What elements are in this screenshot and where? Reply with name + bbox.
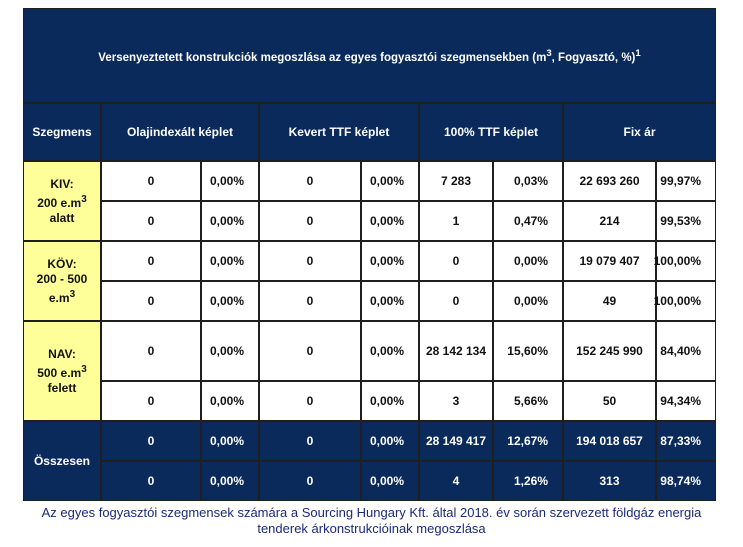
segment-kiv: KIV: 200 e.m3 alatt [23, 161, 101, 241]
title-text: Versenyeztetett konstrukciók megoszlása … [98, 51, 547, 64]
cell-olaj-pct: 0,00% [201, 321, 259, 381]
cell-kevert-value: 0 [259, 381, 361, 421]
caption-line1: Az egyes fogyasztói szegmensek számára a… [41, 505, 702, 520]
cell-fix-pct: 99,53% [656, 201, 716, 241]
cell-kevert-pct: 0,00% [361, 161, 419, 201]
cell-fix-value: 19 079 407 [563, 241, 656, 281]
cell-fix-value: 152 245 990 [563, 321, 656, 381]
title-footnote: 1 [635, 47, 641, 59]
segment-nav: NAV: 500 e.m3 felett [23, 321, 101, 421]
title-sup: 3 [546, 47, 552, 59]
cell-olaj-pct: 0,00% [201, 201, 259, 241]
table-title: Versenyeztetett konstrukciók megoszlása … [23, 8, 716, 103]
cell-olaj-pct: 0,00% [201, 281, 259, 321]
cell-ttf-pct: 1,26% [493, 461, 563, 501]
cell-fix-value: 50 [563, 381, 656, 421]
segment-nav-line3: felett [47, 380, 77, 395]
cell-fix-pct: 94,34% [656, 381, 716, 421]
cell-ttf-pct: 0,00% [493, 241, 563, 281]
cell-kevert-pct: 0,00% [361, 381, 419, 421]
cell-olaj-pct: 0,00% [201, 241, 259, 281]
cell-olaj-value: 0 [101, 241, 201, 281]
cell-ttf-pct: 0,03% [493, 161, 563, 201]
segment-nav-sup: 3 [81, 363, 87, 375]
cell-ttf-pct: 0,00% [493, 281, 563, 321]
title-text-after: , Fogyasztó, %) [551, 51, 636, 64]
segment-kiv-line3: alatt [49, 210, 75, 225]
cell-kevert-value: 0 [259, 241, 361, 281]
segment-kov-line3: e.m [48, 290, 70, 305]
cell-olaj-value: 0 [101, 281, 201, 321]
cell-kevert-pct: 0,00% [361, 241, 419, 281]
cell-ttf-value: 28 142 134 [419, 321, 493, 381]
cell-fix-pct: 100,00% [654, 281, 716, 321]
segment-kiv-sup: 3 [81, 193, 87, 205]
cell-ttf-value: 4 [419, 461, 493, 501]
cell-kevert-value: 0 [259, 201, 361, 241]
cell-ttf-value: 1 [419, 201, 493, 241]
cell-olaj-value: 0 [101, 461, 201, 501]
cell-ttf-pct: 15,60% [493, 321, 563, 381]
header-kevert-ttf: Kevert TTF képlet [259, 103, 419, 161]
cell-kevert-value: 0 [259, 161, 361, 201]
cell-fix-pct: 84,40% [656, 321, 716, 381]
cell-fix-pct: 100,00% [654, 241, 716, 281]
table-caption: Az egyes fogyasztói szegmensek számára a… [0, 505, 743, 537]
cell-olaj-value: 0 [101, 421, 201, 461]
cell-fix-value: 22 693 260 [563, 161, 656, 201]
data-table: Versenyeztetett konstrukciók megoszlása … [23, 8, 716, 501]
cell-olaj-pct: 0,00% [201, 461, 259, 501]
cell-kevert-pct: 0,00% [361, 321, 419, 381]
cell-fix-value: 313 [563, 461, 656, 501]
cell-kevert-pct: 0,00% [361, 201, 419, 241]
cell-kevert-value: 0 [259, 461, 361, 501]
cell-olaj-value: 0 [101, 321, 201, 381]
cell-kevert-value: 0 [259, 321, 361, 381]
cell-olaj-value: 0 [101, 201, 201, 241]
cell-kevert-value: 0 [259, 421, 361, 461]
segment-kov-line1: KÖV: [47, 256, 77, 271]
cell-olaj-pct: 0,00% [201, 421, 259, 461]
cell-ttf-pct: 5,66% [493, 381, 563, 421]
cell-kevert-pct: 0,00% [361, 421, 419, 461]
cell-olaj-value: 0 [101, 381, 201, 421]
segment-nav-line1: NAV: [48, 346, 76, 361]
cell-kevert-pct: 0,00% [361, 461, 419, 501]
header-fix-ar: Fix ár [563, 103, 716, 161]
cell-olaj-pct: 0,00% [201, 161, 259, 201]
cell-olaj-pct: 0,00% [201, 381, 259, 421]
cell-ttf-pct: 0,47% [493, 201, 563, 241]
header-szegmens: Szegmens [23, 103, 101, 161]
cell-kevert-value: 0 [259, 281, 361, 321]
header-100-ttf: 100% TTF képlet [419, 103, 563, 161]
cell-fix-value: 214 [563, 201, 656, 241]
cell-kevert-pct: 0,00% [361, 281, 419, 321]
segment-kov-line2: 200 - 500 [36, 271, 88, 286]
header-olajindexalt: Olajindexált képlet [101, 103, 259, 161]
cell-ttf-value: 28 149 417 [419, 421, 493, 461]
cell-ttf-value: 3 [419, 381, 493, 421]
segment-nav-line2: 500 e.m [37, 365, 82, 380]
cell-ttf-value: 0 [419, 241, 493, 281]
cell-fix-value: 194 018 657 [563, 421, 656, 461]
caption-line2: tenderek árkonstrukcióinak megoszlása [257, 521, 486, 536]
cell-fix-value: 49 [563, 281, 656, 321]
cell-fix-pct: 87,33% [656, 421, 716, 461]
segment-kov-sup: 3 [69, 288, 76, 300]
cell-ttf-value: 0 [419, 281, 493, 321]
segment-kiv-line2: 200 e.m [37, 195, 82, 210]
cell-olaj-value: 0 [101, 161, 201, 201]
segment-kov: KÖV: 200 - 500 e.m3 [23, 241, 101, 321]
cell-ttf-value: 7 283 [419, 161, 493, 201]
segment-osszesen: Összesen [23, 421, 101, 501]
segment-kiv-line1: KIV: [50, 176, 74, 191]
cell-fix-pct: 99,97% [656, 161, 716, 201]
cell-fix-pct: 98,74% [656, 461, 716, 501]
cell-ttf-pct: 12,67% [493, 421, 563, 461]
